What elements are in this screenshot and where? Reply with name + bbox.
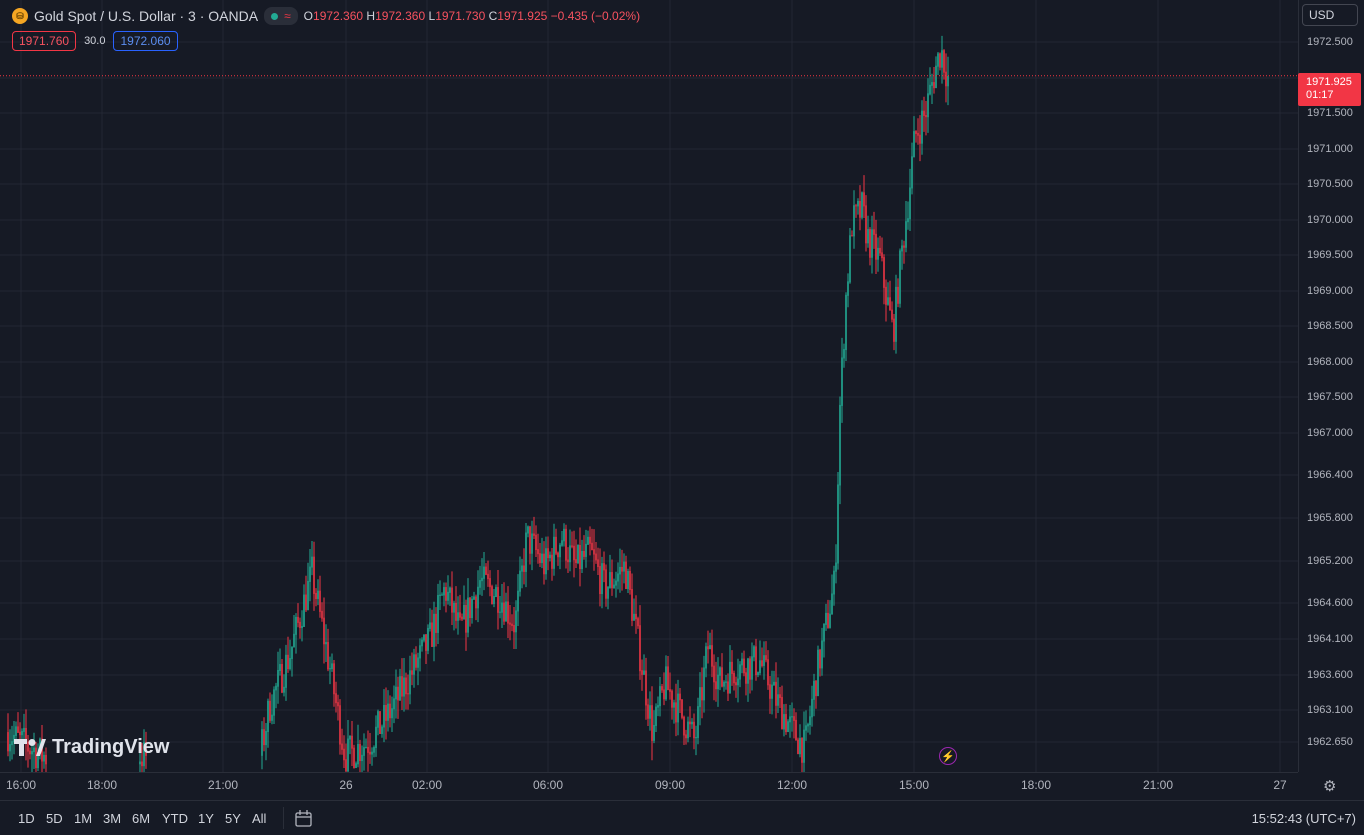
price-tick: 1962.650 [1307,736,1353,748]
date-range-icon[interactable] [293,809,315,829]
bar-countdown: 01:17 [1306,89,1334,101]
spread-value: 30.0 [84,35,106,47]
lightning-icon[interactable]: ⚡ [939,747,957,765]
price-tick: 1970.500 [1307,178,1353,190]
price-scale[interactable]: 1972.5001972.0001971.5001971.0001970.500… [1298,0,1364,772]
price-tick: 1968.000 [1307,356,1353,368]
range-button-5y[interactable]: 5Y [225,811,241,826]
buy-button[interactable]: 1972.060 [113,31,178,51]
symbol-legend: ⛁ Gold Spot / U.S. Dollar · 3 · OANDA ≈ … [12,7,640,25]
gold-coin-icon: ⛁ [12,8,28,24]
time-tick: 18:00 [86,778,118,792]
time-tick: 18:00 [1020,778,1052,792]
close-key: C [488,9,498,23]
wave-icon: ≈ [284,9,291,23]
time-tick: 21:00 [1142,778,1174,792]
price-tick: 1963.100 [1307,704,1353,716]
range-button-all[interactable]: All [252,811,267,826]
range-button-1y[interactable]: 1Y [198,811,214,826]
price-tick: 1963.600 [1307,669,1353,681]
price-tick: 1964.600 [1307,597,1353,609]
ohlc-readout: O1972.360 H1972.360 L1971.730 C1971.925 … [304,9,640,23]
symbol-title[interactable]: Gold Spot / U.S. Dollar · 3 · OANDA [34,8,259,24]
time-tick: 12:00 [776,778,808,792]
toolbar-divider [283,807,284,829]
tradingview-logo[interactable]: TradingView [14,736,169,759]
price-tick: 1969.500 [1307,249,1353,261]
price-tick: 1969.000 [1307,285,1353,297]
price-chart[interactable] [0,0,1298,772]
high-value: 1972.360 [375,9,426,23]
time-scale[interactable]: 16:00 18:00 21:00 26 02:00 06:00 09:00 12:00 15:… [0,772,1298,797]
open-key: O [303,9,314,23]
chart-pane[interactable] [0,0,1298,772]
price-tick: 1967.000 [1307,427,1353,439]
time-tick: 06:00 [532,778,564,792]
low-key: L [428,9,436,23]
price-tick: 1965.800 [1307,512,1353,524]
range-button-1m[interactable]: 1M [74,811,93,826]
range-button-ytd[interactable]: YTD [162,811,188,826]
market-status-dot-icon [271,12,279,20]
time-tick: 26 [339,778,353,792]
low-value: 1971.730 [435,9,486,23]
range-button-1d[interactable]: 1D [18,811,35,826]
time-tick: 27 [1273,778,1287,792]
settings-gear-icon[interactable]: ⚙ [1323,778,1337,795]
price-tick: 1964.100 [1307,633,1353,645]
time-tick: 02:00 [411,778,443,792]
high-key: H [366,9,376,23]
time-tick: 09:00 [654,778,686,792]
sell-button[interactable]: 1971.760 [12,31,77,51]
market-status-pill[interactable]: ≈ [264,7,298,25]
time-tick: 15:00 [898,778,930,792]
price-tick: 1971.500 [1307,107,1353,119]
tradingview-logo-icon [14,738,46,756]
tradingview-logo-text: TradingView [52,736,170,758]
open-value: 1972.360 [313,9,364,23]
price-tick: 1970.000 [1307,214,1353,226]
price-tick: 1972.500 [1307,36,1353,48]
time-tick: 21:00 [207,778,239,792]
price-tick: 1966.400 [1307,469,1353,481]
range-button-5d[interactable]: 5D [46,811,63,826]
price-tick: 1968.500 [1307,320,1353,332]
currency-selector[interactable]: USD [1302,4,1358,26]
order-buttons: 1971.760 30.0 1972.060 [12,31,178,51]
bottom-toolbar: 1D 5D 1M 3M 6M YTD 1Y 5Y All 15:52:43 (UTC+7) [0,800,1364,835]
price-tick: 1965.200 [1307,555,1353,567]
price-tick: 1967.500 [1307,391,1353,403]
range-button-6m[interactable]: 6M [132,811,151,826]
range-button-3m[interactable]: 3M [103,811,122,826]
change-value: −0.435 (−0.02%) [550,9,641,23]
close-value: 1971.925 [497,9,548,23]
price-tick: 1971.000 [1307,143,1353,155]
time-tick: 16:00 [5,778,37,792]
last-price-label: 1971.925 01:17 [1298,73,1361,106]
last-price-value: 1971.925 [1306,76,1352,88]
clock-timezone[interactable]: 15:52:43 (UTC+7) [1251,811,1356,826]
